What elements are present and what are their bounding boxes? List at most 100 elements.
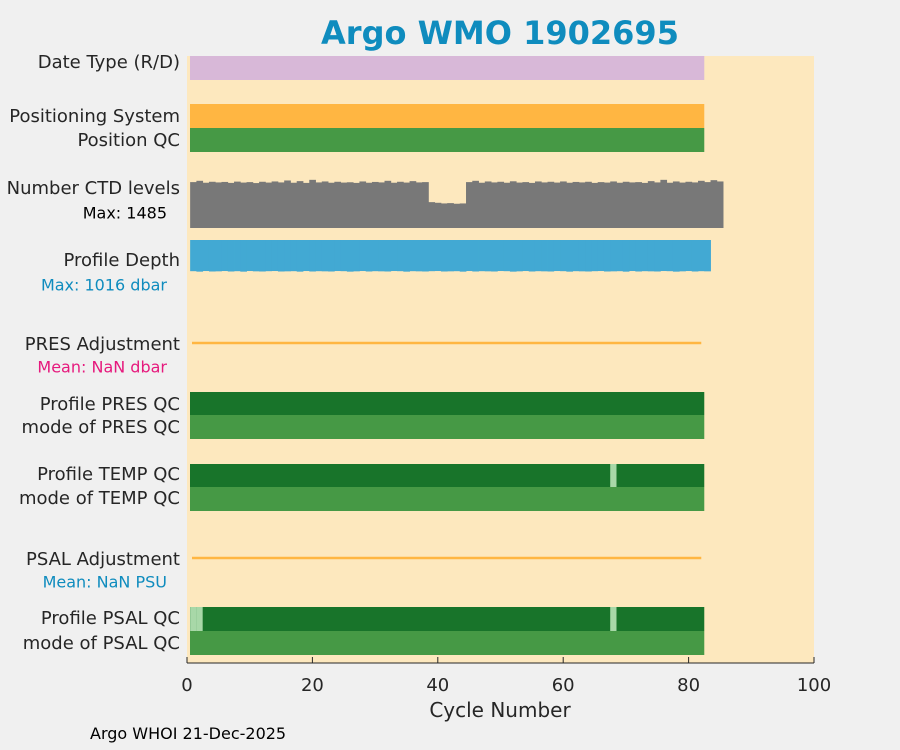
number-ctd-levels-bar-31 <box>384 180 392 228</box>
number-ctd-levels-bar-80 <box>691 182 699 228</box>
profile-psal-qc-bar <box>190 607 705 631</box>
profile-depth-bar-10 <box>252 240 260 272</box>
profile-depth-bar-47 <box>484 240 492 272</box>
mode-temp-qc-label: mode of TEMP QC <box>19 488 180 509</box>
number-ctd-levels-bar-11 <box>259 181 266 228</box>
profile-depth-bar-7 <box>234 240 241 272</box>
number-ctd-levels-bar-29 <box>371 181 379 228</box>
profile-psal-qc-exception-1 <box>196 607 203 631</box>
profile-depth-bar-39 <box>434 240 442 272</box>
profile-depth-bar-63 <box>585 240 592 272</box>
mode-psal-qc-label: mode of PSAL QC <box>23 633 180 654</box>
number-ctd-levels-label: Number CTD levels <box>7 178 180 199</box>
number-ctd-levels-bar-32 <box>390 182 398 228</box>
profile-psal-qc-exception-0 <box>190 607 197 631</box>
number-ctd-levels-bar-36 <box>415 182 423 228</box>
pres-adjustment-stat: Mean: NaN dbar <box>37 358 167 377</box>
profile-depth-bar-65 <box>597 240 605 272</box>
number-ctd-levels-bar-38 <box>428 202 436 228</box>
profile-depth-bar-68 <box>616 240 624 272</box>
number-ctd-levels-bar-30 <box>378 182 385 228</box>
profile-depth-bar-62 <box>578 240 586 272</box>
profile-depth-bar-35 <box>409 240 417 272</box>
number-ctd-levels-bar-33 <box>397 181 404 228</box>
profile-depth-bar-31 <box>384 240 392 272</box>
profile-depth-bar-64 <box>591 240 599 272</box>
mode-psal-qc-bar <box>190 631 705 655</box>
number-ctd-levels-bar-6 <box>227 182 235 228</box>
number-ctd-levels-bar-59 <box>560 181 567 228</box>
x-tick-label-80: 80 <box>677 675 700 696</box>
profile-depth-bar-11 <box>259 240 266 272</box>
number-ctd-levels-bar-28 <box>365 182 373 228</box>
number-ctd-levels-bar-16 <box>290 182 298 228</box>
number-ctd-levels-bar-68 <box>616 182 624 228</box>
number-ctd-levels-bar-65 <box>597 182 605 228</box>
profile-depth-bar-24 <box>340 240 348 272</box>
profile-depth-bar-58 <box>553 240 561 272</box>
positioning-system-label: Positioning System <box>9 106 180 127</box>
profile-depth-bar-78 <box>679 240 686 272</box>
profile-depth-bar-26 <box>353 240 360 272</box>
number-ctd-levels-bar-58 <box>553 182 561 228</box>
profile-depth-bar-20 <box>315 240 323 272</box>
profile-depth-bar-0 <box>190 240 197 272</box>
number-ctd-levels-bar-72 <box>641 182 649 228</box>
footer-credit: Argo WHOI 21-Dec-2025 <box>90 724 287 743</box>
profile-depth-bar-75 <box>660 240 668 272</box>
profile-depth-bar-6 <box>227 240 235 272</box>
number-ctd-levels-bar-79 <box>685 181 693 228</box>
number-ctd-levels-bar-19 <box>309 179 316 228</box>
profile-depth-bar-59 <box>560 240 567 272</box>
positioning-system-bar <box>190 104 705 128</box>
number-ctd-levels-bar-42 <box>453 203 461 228</box>
profile-depth-label: Profile Depth <box>63 250 180 271</box>
profile-depth-bar-41 <box>447 240 454 272</box>
position-qc-label: Position QC <box>77 130 180 151</box>
number-ctd-levels-bar-82 <box>704 182 711 228</box>
x-tick-label-0: 0 <box>181 675 192 696</box>
number-ctd-levels-bar-77 <box>672 181 680 228</box>
profile-depth-bar-8 <box>240 240 247 272</box>
number-ctd-levels-bar-54 <box>528 182 536 228</box>
number-ctd-levels-bar-14 <box>277 182 285 228</box>
profile-depth-bar-15 <box>284 240 291 272</box>
profile-depth-bar-66 <box>603 240 611 272</box>
profile-depth-bar-49 <box>497 240 505 272</box>
profile-depth-bar-33 <box>397 240 404 272</box>
profile-depth-bar-12 <box>265 240 273 272</box>
number-ctd-levels-bar-83 <box>710 180 718 228</box>
number-ctd-levels-bar-26 <box>353 182 360 228</box>
x-tick-label-100: 100 <box>797 675 831 696</box>
number-ctd-levels-bar-0 <box>190 182 197 228</box>
number-ctd-levels-bar-39 <box>434 202 442 228</box>
profile-depth-bar-36 <box>415 240 423 272</box>
profile-depth-bar-77 <box>672 240 680 272</box>
number-ctd-levels-bar-24 <box>340 182 348 228</box>
profile-depth-bar-60 <box>566 240 574 272</box>
profile-depth-bar-46 <box>478 240 486 272</box>
number-ctd-levels-bar-71 <box>635 182 642 228</box>
number-ctd-levels-bar-76 <box>666 182 674 228</box>
number-ctd-levels-bar-81 <box>698 180 705 228</box>
profile-depth-bar-57 <box>547 240 555 272</box>
number-ctd-levels-bar-13 <box>271 181 279 228</box>
psal-adjustment-label: PSAL Adjustment <box>26 549 180 570</box>
profile-depth-bar-42 <box>453 240 461 272</box>
number-ctd-levels-bar-61 <box>572 181 580 228</box>
x-tick-label-20: 20 <box>301 675 324 696</box>
mode-pres-qc-label: mode of PRES QC <box>22 417 180 438</box>
number-ctd-levels-bar-7 <box>234 181 241 228</box>
number-ctd-levels-bar-34 <box>403 182 410 228</box>
number-ctd-levels-bar-10 <box>252 183 260 228</box>
profile-depth-bar-5 <box>221 240 229 272</box>
number-ctd-levels-bar-53 <box>522 182 530 228</box>
profile-depth-bar-40 <box>440 240 448 272</box>
number-ctd-levels-bar-12 <box>265 182 273 228</box>
profile-depth-bar-50 <box>503 240 511 272</box>
date-type-bar <box>190 56 705 80</box>
number-ctd-levels-bar-63 <box>585 181 592 228</box>
profile-psal-qc-exception-2 <box>610 607 617 631</box>
profile-depth-bar-79 <box>685 240 693 272</box>
number-ctd-levels-bar-5 <box>221 181 229 228</box>
